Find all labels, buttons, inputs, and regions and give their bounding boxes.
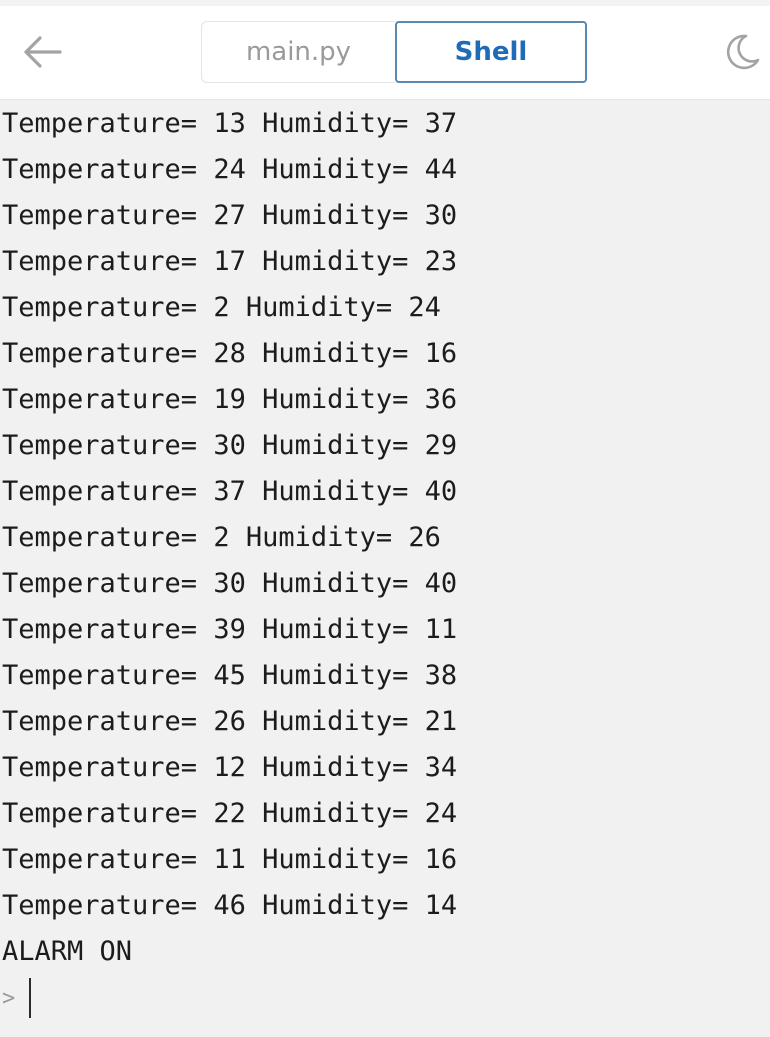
text-cursor bbox=[29, 978, 32, 1018]
shell-console[interactable]: Temperature= 13 Humidity= 37 Temperature… bbox=[0, 101, 770, 1037]
console-line: Temperature= 11 Humidity= 16 bbox=[2, 844, 458, 875]
console-line: Temperature= 37 Humidity= 40 bbox=[2, 476, 458, 507]
theme-toggle-button[interactable] bbox=[720, 30, 764, 74]
console-line: Temperature= 28 Humidity= 16 bbox=[2, 338, 458, 369]
toolbar: main.py Shell bbox=[0, 0, 770, 100]
console-line-alarm: ALARM ON bbox=[2, 936, 133, 967]
console-line: Temperature= 2 Humidity= 24 bbox=[2, 292, 441, 323]
editor-tabs: main.py Shell bbox=[201, 21, 587, 83]
console-line: Temperature= 17 Humidity= 23 bbox=[2, 246, 458, 277]
back-button[interactable] bbox=[18, 30, 66, 74]
moon-icon bbox=[726, 34, 760, 70]
console-line: Temperature= 2 Humidity= 26 bbox=[2, 522, 441, 553]
top-divider bbox=[0, 0, 770, 6]
console-line: Temperature= 19 Humidity= 36 bbox=[2, 384, 458, 415]
console-line: Temperature= 46 Humidity= 14 bbox=[2, 890, 458, 921]
console-line: Temperature= 26 Humidity= 21 bbox=[2, 706, 458, 737]
tab-shell[interactable]: Shell bbox=[395, 21, 587, 83]
shell-prompt[interactable]: > bbox=[2, 976, 32, 1020]
console-line: Temperature= 30 Humidity= 40 bbox=[2, 568, 458, 599]
tab-main-py[interactable]: main.py bbox=[201, 21, 395, 83]
console-line: Temperature= 27 Humidity= 30 bbox=[2, 200, 458, 231]
arrow-left-icon bbox=[24, 36, 62, 68]
prompt-symbol: > bbox=[2, 985, 16, 1011]
console-line: Temperature= 24 Humidity= 44 bbox=[2, 154, 458, 185]
tab-main-py-label: main.py bbox=[245, 37, 352, 67]
console-line: Temperature= 45 Humidity= 38 bbox=[2, 660, 458, 691]
console-line: Temperature= 39 Humidity= 11 bbox=[2, 614, 458, 645]
console-line: Temperature= 22 Humidity= 24 bbox=[2, 798, 458, 829]
console-line: Temperature= 30 Humidity= 29 bbox=[2, 430, 458, 461]
console-line: Temperature= 12 Humidity= 34 bbox=[2, 752, 458, 783]
console-line: Temperature= 13 Humidity= 37 bbox=[2, 108, 458, 139]
tab-shell-label: Shell bbox=[454, 37, 528, 67]
